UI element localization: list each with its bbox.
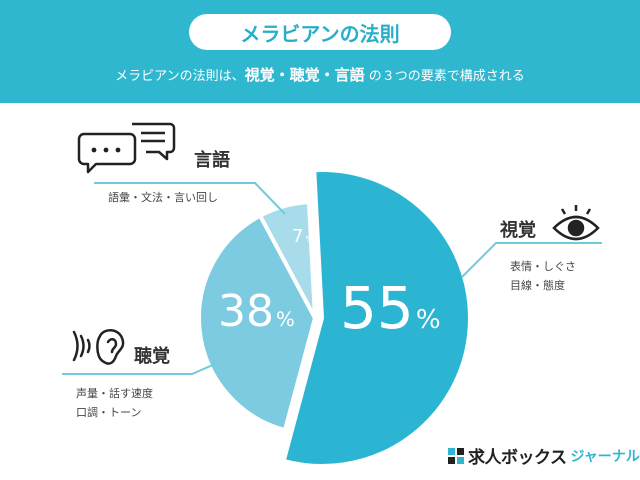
- category-desc-line: 語彙・文法・言い回し: [108, 191, 218, 204]
- category-desc-line: 目線・態度: [510, 279, 565, 292]
- category-title-auditory: 聴覚: [134, 346, 170, 367]
- leader-line-auditory: [62, 363, 216, 375]
- percent-value: 7: [292, 226, 304, 247]
- category-desc-visual: 表情・しぐさ 目線・態度: [510, 257, 576, 295]
- brand-logo: 求人ボックス ジャーナル: [448, 443, 640, 468]
- speech-bubbles-icon: [77, 122, 176, 174]
- percent-label-auditory: 38%: [218, 286, 295, 337]
- category-desc-line: 表情・しぐさ: [510, 260, 576, 273]
- logo-subtext: ジャーナル: [570, 448, 640, 465]
- category-title-visual: 視覚: [500, 220, 536, 241]
- logo-mark-icon: [448, 447, 464, 464]
- subtitle-prefix: メラビアンの法則は、: [115, 69, 245, 84]
- page-title: メラビアンの法則: [189, 14, 451, 50]
- pie-slice-auditory: [197, 213, 317, 433]
- category-desc-auditory: 声量・話す速度 口調・トーン: [76, 384, 153, 422]
- ear-icon: [72, 329, 125, 365]
- percent-unit: %: [276, 308, 295, 331]
- percent-label-visual: 55%: [340, 274, 441, 342]
- pie-slice-visual: [281, 168, 472, 468]
- leader-line-verbal: [94, 182, 286, 215]
- header-banner: メラビアンの法則 メラビアンの法則は、視覚・聴覚・言語 の３つの要素で構成される: [0, 0, 640, 103]
- logo-text: 求人ボックス: [468, 448, 567, 468]
- percent-value: 38: [218, 286, 274, 337]
- subtitle-items: 視覚・聴覚・言語: [244, 66, 365, 84]
- category-desc-line: 口調・トーン: [76, 406, 142, 419]
- pie-slice-verbal: [258, 200, 317, 320]
- category-desc-verbal: 語彙・文法・言い回し: [108, 188, 218, 207]
- category-title-verbal: 言語: [194, 150, 230, 171]
- percent-unit: %: [305, 234, 314, 244]
- page-subtitle: メラビアンの法則は、視覚・聴覚・言語 の３つの要素で構成される: [0, 64, 640, 85]
- percent-label-verbal: 7%: [292, 226, 313, 247]
- leader-line-visual: [461, 242, 602, 278]
- category-desc-line: 声量・話す速度: [76, 387, 153, 400]
- subtitle-suffix: の３つの要素で構成される: [364, 69, 525, 84]
- percent-value: 55: [340, 274, 414, 342]
- eye-icon: [552, 205, 600, 241]
- percent-unit: %: [415, 305, 441, 335]
